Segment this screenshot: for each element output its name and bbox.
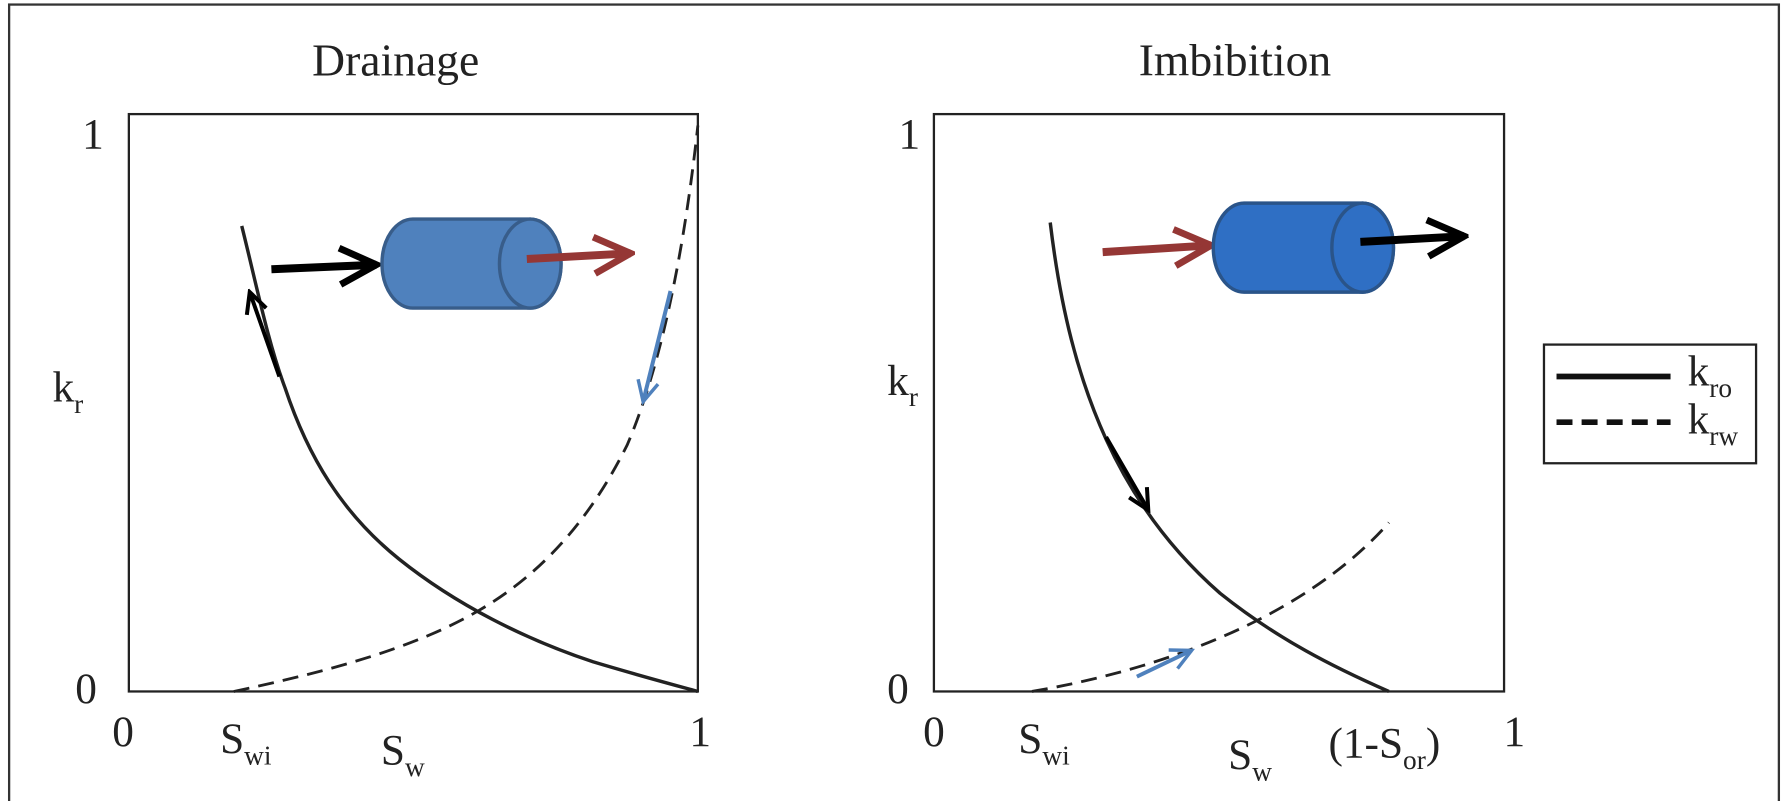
label-main: k bbox=[52, 364, 74, 412]
x-tick: 0 bbox=[923, 708, 945, 756]
y-tick: 1 bbox=[82, 110, 104, 158]
x-label: (1-Sor) bbox=[1328, 720, 1440, 775]
arrow bbox=[1104, 436, 1148, 510]
plot-box bbox=[932, 112, 1506, 693]
frame bbox=[7, 3, 1781, 801]
legend-box bbox=[1542, 343, 1758, 465]
label-post: ) bbox=[1426, 720, 1440, 768]
y-tick: 1 bbox=[899, 110, 921, 158]
label-main: (1-S bbox=[1328, 720, 1403, 768]
legend-label: krw bbox=[1688, 396, 1739, 451]
label-main: S bbox=[1018, 715, 1042, 763]
label-sub: rw bbox=[1709, 421, 1738, 451]
label-main: S bbox=[220, 715, 244, 763]
kro-curve bbox=[240, 225, 699, 694]
label-main: k bbox=[1688, 396, 1710, 444]
label-main: k bbox=[887, 357, 909, 405]
krw-curve bbox=[233, 125, 700, 693]
panel-title: Imbibition bbox=[1139, 34, 1332, 85]
label-sub: wi bbox=[1042, 740, 1070, 770]
y-tick: 0 bbox=[887, 665, 909, 713]
y-label: kr bbox=[887, 357, 918, 412]
label-sub: or bbox=[1403, 745, 1426, 775]
legend-label: kro bbox=[1688, 348, 1732, 403]
arrow bbox=[271, 265, 376, 270]
x-label: Sw bbox=[1228, 731, 1272, 786]
drainage-panel: Drainage 1 0 kr 0 1 Swi Sw bbox=[52, 34, 711, 782]
panel-title: Drainage bbox=[312, 34, 479, 85]
label-sub: ro bbox=[1709, 373, 1732, 403]
label-sub: r bbox=[909, 382, 918, 412]
core-cylinder bbox=[380, 217, 563, 310]
x-label: Swi bbox=[220, 715, 272, 770]
arrow bbox=[526, 253, 631, 259]
arrow bbox=[1102, 245, 1211, 252]
label-main: S bbox=[1228, 731, 1252, 779]
y-tick: 0 bbox=[75, 665, 97, 713]
arrow bbox=[643, 290, 673, 402]
x-label: Sw bbox=[381, 726, 425, 781]
arrow bbox=[1136, 650, 1192, 679]
label-main: S bbox=[381, 726, 405, 774]
label-sub: w bbox=[1252, 756, 1272, 786]
label-sub: r bbox=[74, 389, 83, 419]
x-tick: 1 bbox=[1503, 708, 1525, 756]
imbibition-panel: Imbibition 1 0 kr 0 1 Swi Sw (1-Sor) bbox=[887, 34, 1525, 786]
x-tick: 0 bbox=[112, 708, 134, 756]
legend: kro krw bbox=[1542, 343, 1758, 465]
label-sub: w bbox=[405, 752, 425, 782]
krw-curve bbox=[1031, 521, 1390, 693]
label-sub: wi bbox=[244, 740, 272, 770]
kro-curve bbox=[1048, 222, 1390, 694]
arrow bbox=[250, 292, 282, 378]
y-label: kr bbox=[52, 364, 83, 419]
x-tick: 1 bbox=[689, 708, 711, 756]
label-main: k bbox=[1688, 348, 1710, 396]
core-cylinder bbox=[1211, 201, 1396, 294]
plot-box bbox=[127, 112, 700, 693]
arrow bbox=[1360, 236, 1464, 242]
x-label: Swi bbox=[1018, 715, 1070, 770]
